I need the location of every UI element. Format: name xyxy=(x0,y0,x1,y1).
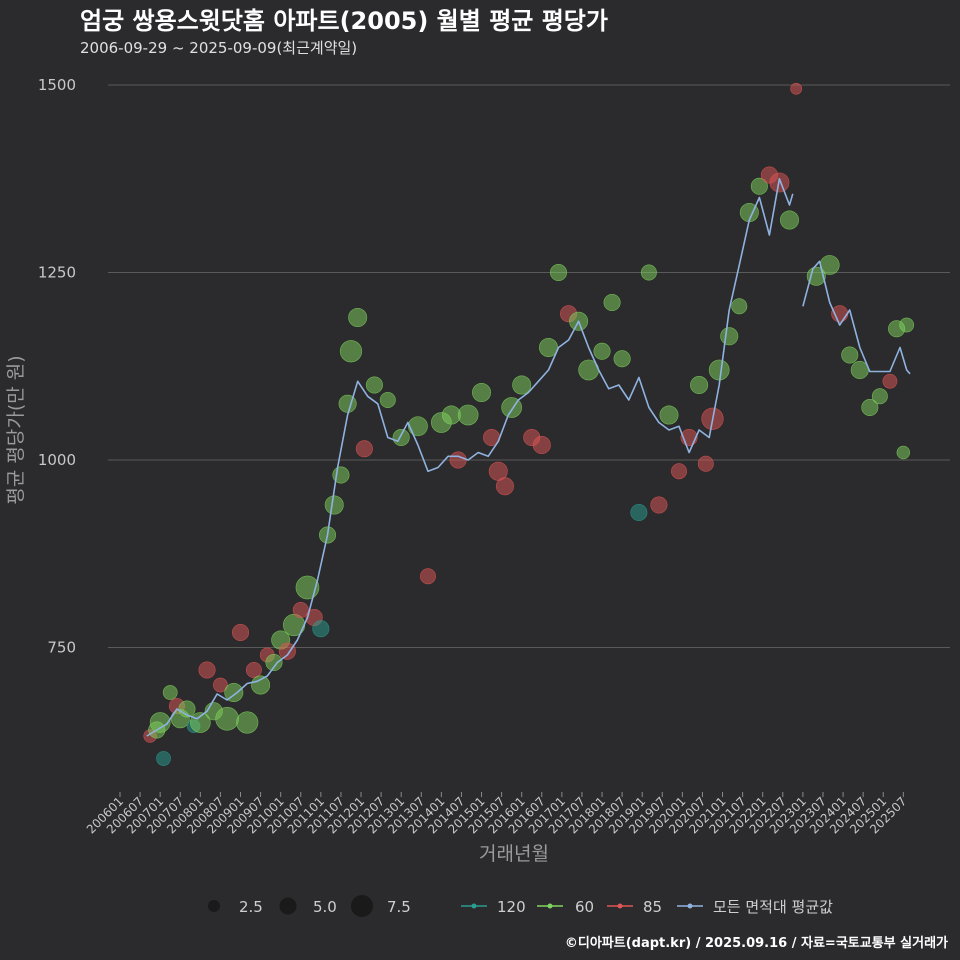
size-legend-large-marker xyxy=(351,895,373,917)
point-60-13 xyxy=(215,706,239,731)
size-legend-small-label: 2.5 xyxy=(239,898,263,916)
series-legend: 120 60 85 모든 면적대 평균값 xyxy=(461,898,833,916)
size-legend-medium-label: 5.0 xyxy=(313,898,337,916)
x-axis-label: 거래년월 xyxy=(479,843,549,865)
legend: 2.5 5.0 7.5 120 60 85 모든 면적대 평균값 xyxy=(208,895,833,917)
point-60-49 xyxy=(512,375,532,395)
point-85-51 xyxy=(532,435,551,455)
legend-60-label: 60 xyxy=(575,898,594,916)
size-legend-medium-marker xyxy=(279,897,297,915)
point-60-38 xyxy=(407,416,428,437)
point-60-2 xyxy=(149,712,171,733)
y-tick-labels: 750 1000 1250 1500 xyxy=(38,76,76,657)
point-85-17 xyxy=(245,662,262,678)
point-60-73 xyxy=(750,177,768,195)
y-axis-label: 평균 평당가(만 원) xyxy=(5,355,27,504)
point-60-84 xyxy=(871,388,888,405)
point-60-36 xyxy=(379,392,396,408)
chart-subtitle: 2006-09-29 ~ 2025-09-09(최근계약일) xyxy=(80,39,357,57)
point-60-16 xyxy=(236,711,259,734)
point-60-63 xyxy=(659,405,679,425)
legend-120-marker xyxy=(471,903,477,909)
point-60-66 xyxy=(690,375,709,395)
chart-title: 엄궁 쌍용스윗닷홈 아파트(2005) 월별 평균 평당가 xyxy=(80,7,608,35)
point-60-43 xyxy=(457,404,479,426)
y-tick-1500: 1500 xyxy=(38,76,76,94)
point-120-60 xyxy=(630,503,648,522)
y-tick-750: 750 xyxy=(47,639,76,657)
point-60-32 xyxy=(339,340,363,363)
point-60-59 xyxy=(613,350,631,368)
y-tick-1250: 1250 xyxy=(38,264,76,282)
point-60-57 xyxy=(593,342,611,360)
point-60-71 xyxy=(731,298,748,315)
footer-credit: ©디아파트(dapt.kr) / 2025.09.16 / 자료=국토교통부 실… xyxy=(565,935,948,951)
point-60-31 xyxy=(338,394,357,413)
point-60-37 xyxy=(392,428,410,447)
point-60-88 xyxy=(899,317,915,333)
point-85-67 xyxy=(697,455,714,472)
point-60-35 xyxy=(365,376,383,394)
average-line xyxy=(146,178,911,737)
legend-85-marker xyxy=(617,903,623,909)
point-60-81 xyxy=(841,346,859,364)
point-85-34 xyxy=(355,440,373,458)
legend-85-label: 85 xyxy=(643,898,662,916)
point-85-77 xyxy=(790,82,803,95)
point-60-87 xyxy=(896,445,911,460)
point-60-61 xyxy=(640,264,657,281)
scatter-points xyxy=(143,82,915,766)
legend-60-marker xyxy=(547,903,553,909)
avg-line-segment-0 xyxy=(146,178,794,737)
point-60-4 xyxy=(162,685,178,700)
avg-line-segment-1 xyxy=(802,260,911,375)
size-legend: 2.5 5.0 7.5 xyxy=(208,895,411,917)
point-85-22 xyxy=(278,642,296,660)
point-60-33 xyxy=(348,307,368,327)
point-60-53 xyxy=(549,263,568,282)
point-60-44 xyxy=(472,382,492,402)
point-85-15 xyxy=(231,623,250,642)
legend-avg-marker xyxy=(687,903,693,909)
size-legend-large-label: 7.5 xyxy=(387,898,411,916)
point-60-14 xyxy=(224,682,244,702)
point-60-83 xyxy=(861,398,879,417)
point-60-18 xyxy=(251,675,271,695)
point-60-69 xyxy=(708,359,730,381)
point-60-20 xyxy=(265,653,283,672)
y-tick-1000: 1000 xyxy=(38,451,76,469)
size-legend-small-marker xyxy=(208,900,220,912)
point-85-24 xyxy=(292,602,309,618)
point-85-47 xyxy=(495,477,514,496)
point-85-62 xyxy=(650,496,668,514)
point-60-29 xyxy=(324,495,344,515)
legend-120-label: 120 xyxy=(497,898,526,916)
point-120-27 xyxy=(312,620,330,638)
point-85-39 xyxy=(419,568,436,585)
point-85-10 xyxy=(198,661,216,679)
legend-avg-label: 모든 면적대 평균값 xyxy=(713,898,833,916)
point-60-76 xyxy=(779,210,799,230)
point-85-42 xyxy=(449,451,467,469)
point-85-64 xyxy=(671,463,688,480)
point-85-12 xyxy=(213,677,228,693)
point-60-58 xyxy=(603,293,621,312)
point-85-85 xyxy=(882,373,898,389)
point-120-3 xyxy=(156,751,171,766)
point-60-70 xyxy=(720,327,739,346)
